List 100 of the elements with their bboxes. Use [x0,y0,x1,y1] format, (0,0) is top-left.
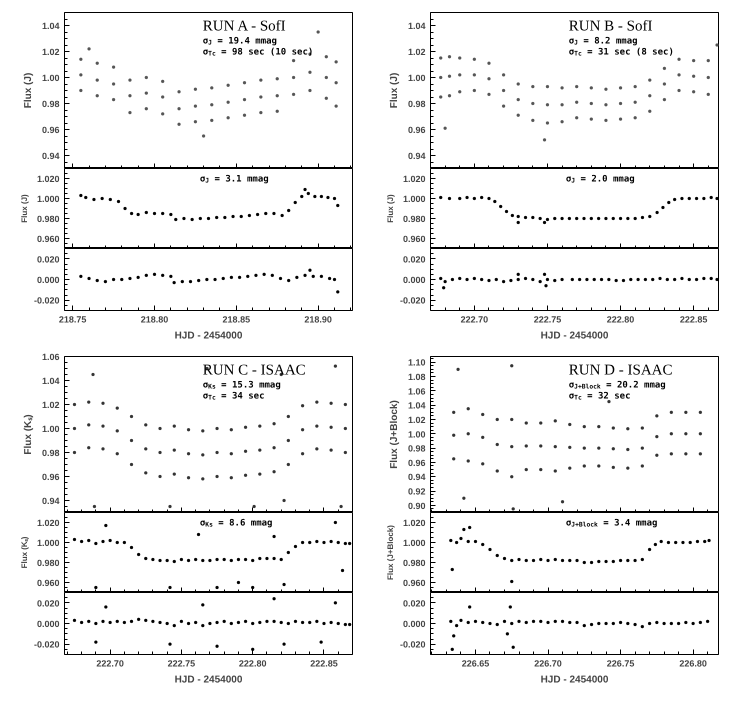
point [516,220,520,224]
x-tick-label: 218.75 [58,314,86,324]
point [614,278,618,282]
point [272,597,276,600]
y-axis-title: Flux (Kₛ) [22,414,34,455]
point [684,432,688,436]
point [640,464,644,468]
point [481,462,484,466]
point [194,104,198,108]
point [468,605,472,609]
y-tick-label: 0.94 [408,151,426,161]
point [244,620,248,624]
point [79,58,83,61]
x-tick-label: 226.75 [606,658,634,668]
point [280,558,283,562]
point [660,540,663,544]
point [262,272,266,276]
point [251,622,254,626]
y-tick-label: -0.020 [400,296,426,306]
point [177,122,181,126]
point [465,278,469,282]
y-tick-label: 1.06 [408,386,426,396]
point [180,280,184,284]
point [474,540,478,544]
point [264,212,268,216]
point [554,445,557,448]
point [128,94,132,98]
point [172,624,176,628]
point [194,120,198,124]
point [306,192,310,196]
point [336,204,340,208]
point [278,276,282,280]
y-tick-label: 1.06 [42,352,60,362]
point [575,216,578,220]
y-tick-label: 0.000 [36,619,60,629]
point [182,216,186,220]
point [554,469,557,473]
point [442,286,446,290]
x-axis-title: HJD - 2454000 [174,674,243,686]
y-tick-label: 0.960 [402,234,426,244]
point [703,540,706,544]
point [582,560,586,564]
point [499,204,502,208]
point [644,278,648,282]
point [198,216,202,220]
point [276,77,279,80]
point [136,212,140,216]
point [538,216,542,220]
point [112,65,116,69]
point [194,558,198,562]
point [539,558,542,562]
y-tick-label: 1.04 [408,400,426,411]
point [308,620,312,624]
x-tick-label: 218.90 [304,314,332,324]
point [161,212,164,216]
point [670,622,673,626]
point [655,435,658,438]
point [161,95,164,99]
point [612,560,615,564]
point [104,280,108,284]
point [259,95,263,99]
point [265,556,269,560]
point [238,276,242,280]
point [226,116,230,120]
point [332,278,336,282]
point [348,542,352,546]
point [480,196,484,200]
point [640,558,644,562]
point [524,620,528,624]
point [94,586,98,590]
y-tick-label: 1.02 [408,414,426,425]
point [655,454,658,457]
x-tick-label: 222.80 [238,658,266,668]
point [707,538,711,542]
point [313,194,317,198]
point [582,624,586,628]
point [661,206,665,210]
y-tick-label: 1.00 [408,73,426,83]
point [282,582,286,586]
point [292,76,296,80]
point [612,216,615,220]
point [92,198,96,202]
y-tick-label: 1.08 [408,372,426,382]
point [336,290,340,294]
point [488,548,492,552]
point [597,446,600,450]
point [101,620,105,624]
point [208,622,212,626]
point [510,445,514,448]
point [626,427,630,430]
point [108,538,112,542]
y-tick-label: 0.94 [42,496,60,506]
x-tick-label: 218.80 [140,314,168,324]
point [597,622,600,626]
y-tick-label: 0.98 [408,444,426,454]
point [122,620,126,624]
point [248,214,252,218]
y-tick-label: 1.020 [402,518,426,528]
point [694,196,698,200]
point [553,216,556,220]
